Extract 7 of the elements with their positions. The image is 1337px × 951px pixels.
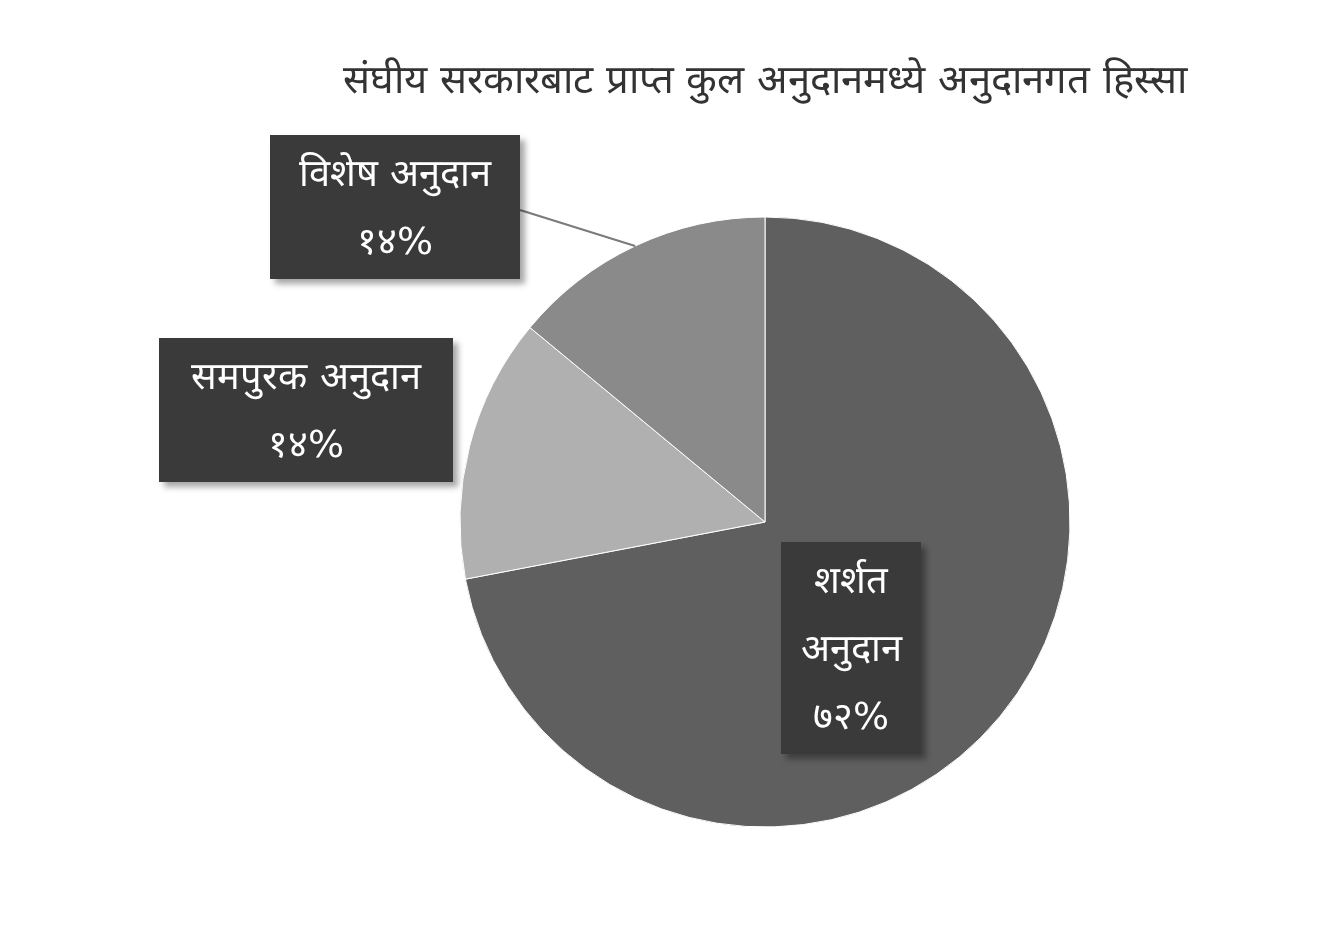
slice-label: विशेष अनुदान	[297, 150, 493, 199]
chart-title: संघीय सरकारबाट प्राप्त कुल अनुदानमध्ये अनुदानगत हिस्सा	[342, 55, 1189, 105]
slice-label: शर्शत अनुदान	[799, 557, 904, 674]
slice-label: समपुरक अनुदान	[190, 353, 423, 402]
data-label: १४%	[355, 218, 435, 265]
data-label: १४%	[266, 421, 346, 468]
data-label: ७२%	[811, 693, 891, 740]
